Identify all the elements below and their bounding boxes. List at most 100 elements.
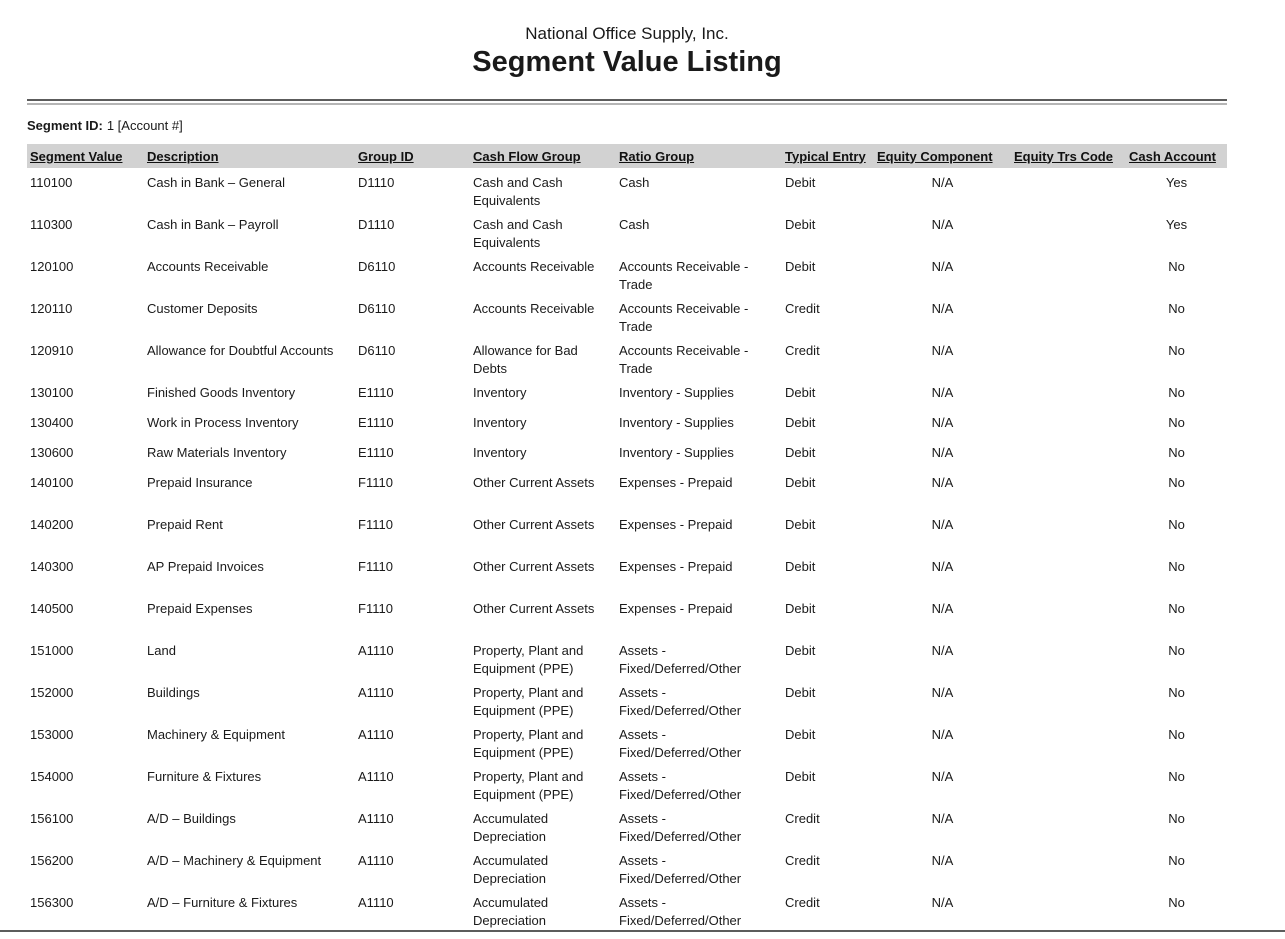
cell-description: Prepaid Expenses <box>147 601 253 616</box>
table-row: 130600 Raw Materials Inventory E1110 Invent… <box>27 438 1227 468</box>
cell-typical-entry: Debit <box>785 385 816 400</box>
cell-description: Accounts Receivable <box>147 259 269 274</box>
cell-segment-value: 151000 <box>30 643 74 658</box>
cell-segment-value: 156300 <box>30 895 74 910</box>
cell-equity-component: N/A <box>931 853 954 868</box>
cell-equity-trs-code <box>1011 510 1126 552</box>
column-header-typical-entry: Typical Entry <box>782 144 874 168</box>
cell-ratio-group: Inventory - Supplies <box>619 445 734 460</box>
cell-ratio-group: Accounts Receivable - Trade <box>619 343 749 376</box>
cell-cash-account: Yes <box>1165 217 1188 232</box>
cell-equity-trs-code <box>1011 846 1126 888</box>
table-row: 120100 Accounts Receivable D6110 Accounts R… <box>27 252 1227 294</box>
cell-equity-component: N/A <box>931 685 954 700</box>
cell-group-id: F1110 <box>358 601 393 616</box>
cell-equity-trs-code <box>1011 294 1126 336</box>
cell-group-id: D1110 <box>358 175 395 190</box>
cell-group-id: D6110 <box>358 301 396 316</box>
cell-description: Buildings <box>147 685 200 700</box>
cell-cash-flow-group: Inventory <box>473 385 527 400</box>
cell-equity-component: N/A <box>931 601 954 616</box>
cell-segment-value: 140100 <box>30 475 74 490</box>
cell-cash-account: No <box>1168 415 1185 430</box>
table-body: 110100 Cash in Bank – General D1110 Cash an… <box>27 168 1227 930</box>
cell-equity-component: N/A <box>931 445 954 460</box>
cell-cash-flow-group: Inventory <box>473 415 527 430</box>
cell-group-id: F1110 <box>358 559 393 574</box>
cell-group-id: F1110 <box>358 475 393 490</box>
cell-equity-trs-code <box>1011 888 1126 930</box>
cell-cash-flow-group: Property, Plant and Equipment (PPE) <box>473 727 584 760</box>
cell-cash-flow-group: Property, Plant and Equipment (PPE) <box>473 769 584 802</box>
cell-equity-component: N/A <box>931 727 954 742</box>
cell-cash-account: No <box>1168 517 1185 532</box>
cell-typical-entry: Credit <box>785 853 820 868</box>
table-row: 151000 Land A1110 Property, Plant and Equip… <box>27 636 1227 678</box>
table-row: 156200 A/D – Machinery & Equipment A1110 Ac… <box>27 846 1227 888</box>
cell-description: Cash in Bank – Payroll <box>147 217 279 232</box>
cell-ratio-group: Cash <box>619 217 650 232</box>
page-bottom-rule <box>0 930 1285 932</box>
company-name: National Office Supply, Inc. <box>525 24 729 43</box>
cell-equity-trs-code <box>1011 336 1126 378</box>
cell-group-id: A1110 <box>358 895 394 910</box>
segment-id-value: 1 [Account #] <box>106 118 183 133</box>
cell-ratio-group: Assets - Fixed/Deferred/Other <box>619 685 742 718</box>
cell-ratio-group: Assets - Fixed/Deferred/Other <box>619 811 742 844</box>
cell-typical-entry: Debit <box>785 559 816 574</box>
column-header-ratio-group: Ratio Group <box>616 144 782 168</box>
cell-cash-flow-group: Inventory <box>473 445 527 460</box>
cell-segment-value: 154000 <box>30 769 74 784</box>
table-row: 130100 Finished Goods Inventory E1110 Inven… <box>27 378 1227 408</box>
cell-description: Prepaid Rent <box>147 517 223 532</box>
cell-ratio-group: Assets - Fixed/Deferred/Other <box>619 895 742 928</box>
cell-ratio-group: Assets - Fixed/Deferred/Other <box>619 727 742 760</box>
column-header-segment-value: Segment Value <box>27 144 144 168</box>
table-row: 154000 Furniture & Fixtures A1110 Property,… <box>27 762 1227 804</box>
cell-ratio-group: Cash <box>619 175 650 190</box>
cell-typical-entry: Credit <box>785 895 820 910</box>
column-header-equity-component: Equity Component <box>874 144 1011 168</box>
cell-cash-account: No <box>1168 385 1185 400</box>
cell-equity-trs-code <box>1011 678 1126 720</box>
cell-description: A/D – Buildings <box>147 811 236 826</box>
cell-group-id: A1110 <box>358 727 394 742</box>
cell-typical-entry: Debit <box>785 769 816 784</box>
cell-ratio-group: Accounts Receivable - Trade <box>619 301 749 334</box>
column-header-group-id: Group ID <box>355 144 470 168</box>
report-content: National Office Supply, Inc. Segment Val… <box>27 0 1227 930</box>
cell-equity-component: N/A <box>931 475 954 490</box>
cell-cash-flow-group: Accumulated Depreciation <box>473 853 549 886</box>
cell-equity-component: N/A <box>931 895 954 910</box>
cell-equity-trs-code <box>1011 594 1126 636</box>
cell-cash-account: No <box>1168 259 1185 274</box>
cell-group-id: E1110 <box>358 415 394 430</box>
cell-equity-component: N/A <box>931 343 954 358</box>
cell-segment-value: 130600 <box>30 445 74 460</box>
cell-typical-entry: Debit <box>785 259 816 274</box>
cell-segment-value: 130100 <box>30 385 74 400</box>
cell-cash-account: No <box>1168 301 1185 316</box>
column-header-cash-flow-group: Cash Flow Group <box>470 144 616 168</box>
cell-cash-account: No <box>1168 559 1185 574</box>
cell-group-id: F1110 <box>358 517 393 532</box>
title-separator-rule <box>27 99 1227 105</box>
cell-typical-entry: Credit <box>785 811 820 826</box>
cell-segment-value: 110300 <box>30 217 73 232</box>
report-header: National Office Supply, Inc. Segment Val… <box>27 0 1227 80</box>
cell-group-id: A1110 <box>358 811 394 826</box>
table-row: 153000 Machinery & Equipment A1110 Property… <box>27 720 1227 762</box>
cell-typical-entry: Debit <box>785 517 816 532</box>
cell-description: Cash in Bank – General <box>147 175 286 190</box>
cell-cash-account: No <box>1168 475 1185 490</box>
cell-ratio-group: Expenses - Prepaid <box>619 517 733 532</box>
cell-segment-value: 120110 <box>30 301 73 316</box>
cell-equity-trs-code <box>1011 168 1126 210</box>
cell-segment-value: 140500 <box>30 601 74 616</box>
table-row: 140100 Prepaid Insurance F1110 Other Curren… <box>27 468 1227 510</box>
cell-ratio-group: Inventory - Supplies <box>619 415 734 430</box>
segment-id-label: Segment ID: <box>27 118 103 133</box>
cell-ratio-group: Assets - Fixed/Deferred/Other <box>619 643 742 676</box>
cell-description: Machinery & Equipment <box>147 727 286 742</box>
